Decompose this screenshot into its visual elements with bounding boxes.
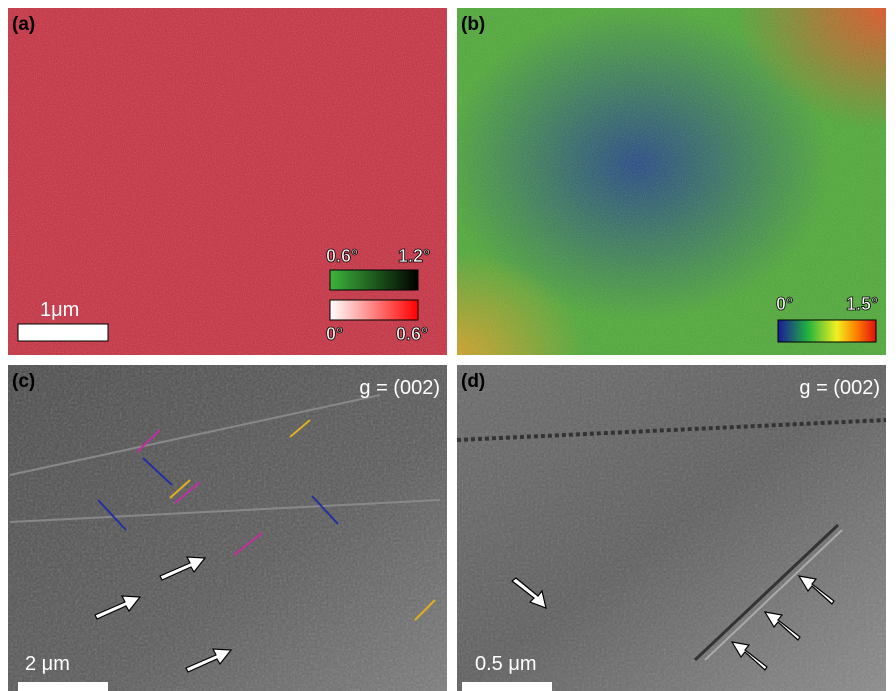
panel-a: (a) 1μm 0.6° 1.2° 0° 0.6° bbox=[8, 8, 447, 355]
scale-bar bbox=[18, 324, 108, 341]
panel-b: (b) 0° 1.5° bbox=[457, 8, 886, 355]
legend-max: 1.2° bbox=[398, 246, 430, 266]
panel-label: (c) bbox=[12, 371, 35, 392]
color-bar bbox=[330, 300, 418, 320]
scale-bar bbox=[18, 682, 108, 691]
legend-max: 1.5° bbox=[846, 294, 878, 314]
scale-bar bbox=[462, 682, 552, 691]
legend-min: 0° bbox=[776, 294, 793, 314]
legend-min: 0.6° bbox=[326, 246, 358, 266]
panel-label: (b) bbox=[461, 14, 485, 35]
texture bbox=[457, 365, 886, 691]
panel-label: (a) bbox=[12, 14, 35, 35]
legend-max: 0.6° bbox=[396, 324, 428, 344]
figure: (a) 1μm 0.6° 1.2° 0° 0.6° (b) 0° 1.5° bbox=[0, 0, 896, 691]
panel-c: (c) g = (002) 2 μm bbox=[8, 365, 447, 691]
annotation: g = (002) bbox=[359, 377, 440, 399]
panel-label: (d) bbox=[461, 371, 485, 392]
texture bbox=[8, 365, 447, 691]
annotation: g = (002) bbox=[799, 377, 880, 399]
panel-d: (d) g = (002) 0.5 μm bbox=[457, 365, 886, 691]
scale-bar-label: 0.5 μm bbox=[475, 653, 537, 675]
color-bar bbox=[330, 270, 418, 290]
scale-bar-label: 2 μm bbox=[25, 653, 70, 675]
texture bbox=[457, 8, 886, 355]
color-bar bbox=[778, 320, 876, 342]
scale-bar-label: 1μm bbox=[40, 299, 79, 321]
legend-min: 0° bbox=[326, 324, 343, 344]
